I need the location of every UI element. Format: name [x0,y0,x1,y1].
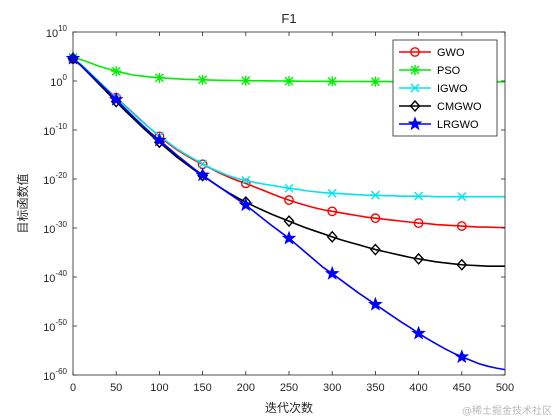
y-tick-label: 10-10 [43,122,67,138]
data-point-lrgwo [238,197,254,212]
data-point-igwo [198,159,208,169]
data-point-cmgwo [413,252,425,265]
x-tick-label: 500 [496,382,514,394]
y-tick-label: 10-20 [43,171,67,187]
legend-item-lrgwo: LRGWO [399,116,479,131]
data-point-pso [111,66,122,77]
data-point-igwo [370,190,380,200]
data-point-lrgwo [281,230,297,245]
data-point-lrgwo [368,296,383,311]
watermark: @稀土掘金技术社区 [462,406,552,417]
legend-item-igwo: IGWO [399,83,468,95]
legend-label: GWO [437,47,465,59]
data-point-lrgwo [152,132,167,147]
legend-marker [409,99,421,113]
x-tick-label: 450 [453,382,471,394]
data-point-gwo [327,206,338,217]
x-tick-label: 350 [366,382,384,394]
legend-item-pso: PSO [399,65,461,77]
x-axis: 0 50 100 150 200 250 300 350 400 450 500 [70,32,514,394]
data-point-gwo [370,213,381,224]
legend-marker [410,65,420,75]
series-line-cmgwo [72,57,505,268]
data-point-gwo [413,218,424,229]
data-point-cmgwo [283,215,295,228]
x-tick-label: 400 [409,382,427,394]
y-tick-label: 1010 [46,24,68,40]
legend-label: PSO [437,65,461,77]
data-point-cmgwo [369,243,381,256]
x-axis-label: 迭代次数 [265,400,313,415]
legend-label: CMGWO [437,101,482,113]
data-point-pso [327,76,338,87]
chart-title: F1 [281,11,296,26]
x-tick-label: 0 [70,382,76,394]
x-tick-label: 200 [237,382,255,394]
x-tick-label: 50 [110,382,122,394]
legend: GWO PSO IGWO CMGWO LRGWO [392,39,498,137]
legend-label: IGWO [437,83,468,95]
data-point-cmgwo [456,258,468,271]
data-point-pso [154,72,165,83]
x-tick-label: 100 [150,382,168,394]
legend-marker [410,83,420,93]
data-point-lrgwo [108,91,124,106]
y-tick-label: 10-40 [43,269,67,285]
legend-marker [410,47,420,57]
data-point-lrgwo [454,349,470,364]
data-point-igwo [327,188,337,198]
data-point-lrgwo [324,265,340,280]
data-point-gwo [240,178,251,189]
x-tick-label: 150 [193,382,211,394]
data-point-pso [197,74,208,85]
data-point-pso [284,76,294,87]
data-point-gwo [456,221,467,231]
data-point-pso [240,75,251,86]
y-axis-label: 目标函数值 [15,173,30,233]
data-point-cmgwo [326,230,338,243]
y-tick-label: 10-30 [43,220,67,236]
y-axis: 1010 100 10-10 10-20 10-30 10-40 10-50 10-60 [43,24,505,383]
legend-label: LRGWO [437,119,479,131]
y-tick-label: 100 [50,73,67,89]
data-point-igwo [284,183,294,193]
y-tick-label: 10-60 [43,367,67,383]
data-point-lrgwo [411,325,426,340]
data-point-igwo [414,191,424,201]
legend-item-gwo: GWO [399,47,465,59]
y-tick-label: 10-50 [43,318,67,334]
data-point-lrgwo [195,167,210,182]
x-tick-label: 300 [323,382,341,394]
data-point-igwo [457,192,467,202]
legend-marker [407,116,423,131]
legend-item-cmgwo: CMGWO [399,99,482,113]
data-point-gwo [284,195,294,205]
x-tick-label: 250 [280,382,298,394]
data-point-igwo [241,175,251,185]
data-point-pso [370,76,381,87]
